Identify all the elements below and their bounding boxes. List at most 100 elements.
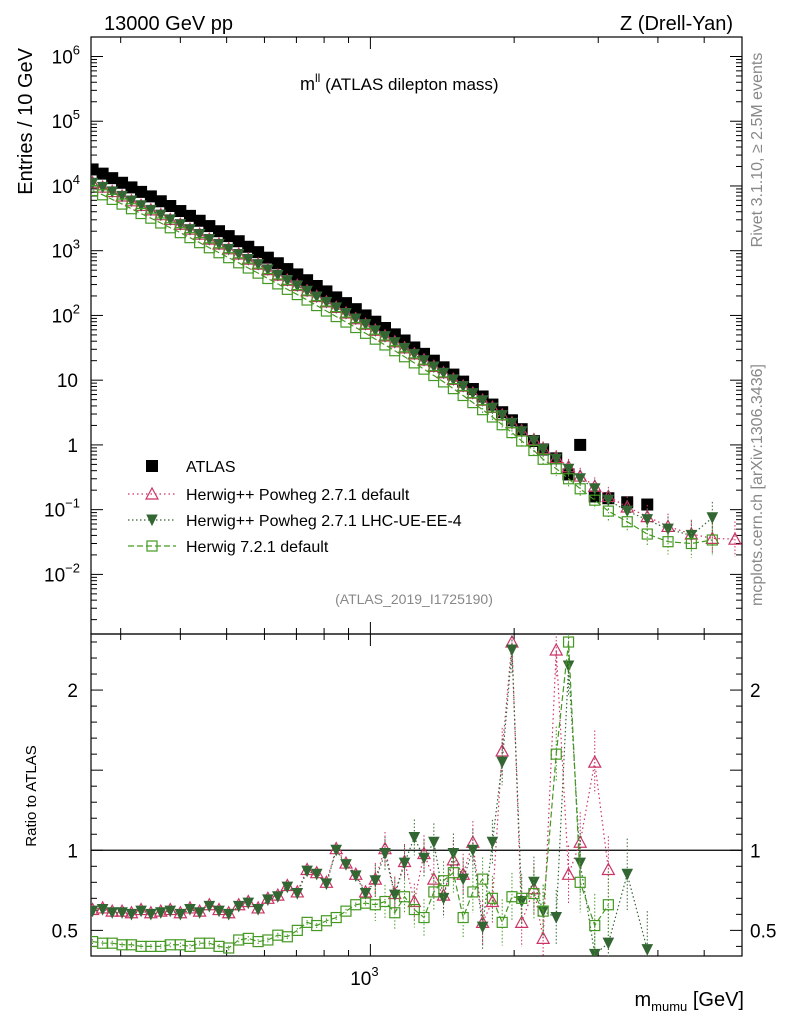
data-point [272, 269, 284, 282]
data-point [574, 438, 587, 451]
data-point [641, 514, 654, 526]
data-point [222, 243, 235, 256]
top-y-tick-label: 104 [52, 172, 80, 198]
ratio-point [550, 748, 562, 760]
data-point [457, 380, 469, 393]
ratio-plot-frame [90, 633, 743, 957]
ratio-point [154, 907, 167, 919]
data-point [213, 238, 225, 251]
source-label: mcplots.cern.ch [arXiv:1306.3436] [749, 364, 766, 606]
ratio-plot-series [91, 634, 654, 956]
ratio-point [528, 887, 540, 900]
ratio-point [602, 899, 614, 911]
legend-marker [146, 514, 158, 527]
ratio-point [125, 908, 138, 921]
data-point [641, 528, 653, 540]
data-point [116, 176, 129, 189]
data-point [467, 397, 479, 409]
legend: ATLAS Herwig++ Powheg 2.7.1 default Herwig… [128, 459, 462, 556]
data-point [506, 417, 518, 430]
data-point [398, 351, 411, 363]
data-point [330, 302, 342, 314]
data-point [706, 534, 718, 546]
data-point [562, 473, 575, 485]
data-point [477, 404, 489, 416]
data-point [418, 363, 430, 375]
data-point [562, 463, 575, 476]
data-point [447, 374, 460, 387]
data-point [662, 536, 674, 548]
data-point [537, 443, 549, 456]
data-point [408, 357, 420, 369]
ratio-point [588, 948, 601, 956]
rivet-version-label: Rivet 3.1.10, ≥ 2.5M events [749, 53, 766, 248]
legend-label: Herwig++ Powheg 2.7.1 LHC-UE-EE-4 [186, 513, 462, 530]
data-point [310, 279, 323, 292]
ratio-point [203, 900, 216, 913]
analysis-id-label: (ATLAS_2019_I1725190) [335, 591, 493, 607]
plot-title: mll (ATLAS dilepton mass) [300, 71, 499, 94]
data-point [242, 254, 255, 266]
legend-marker [144, 486, 160, 500]
data-point [408, 348, 421, 361]
ratio-point [457, 873, 469, 886]
ratio-point [135, 905, 147, 918]
data-point [144, 190, 157, 203]
data-point [705, 531, 720, 544]
ratio-y-tick-label: 2 [67, 681, 78, 702]
data-point [486, 402, 499, 415]
ratio-point [496, 916, 508, 928]
x-axis-label: mmumu [GeV] [635, 989, 745, 1014]
top-y-tick-label: 105 [52, 107, 80, 133]
ratio-point [389, 907, 401, 919]
ratio-point [602, 937, 615, 950]
data-point [379, 339, 391, 351]
ratio-point [379, 847, 391, 860]
ratio-point [621, 868, 634, 881]
ratio-point [446, 852, 461, 866]
ratio-point [587, 754, 602, 768]
ratio-point [477, 873, 489, 885]
data-point [91, 163, 99, 176]
data-point [428, 369, 440, 382]
series-line [92, 182, 713, 537]
data-point [339, 297, 352, 310]
data-point [685, 537, 697, 550]
ratio-point [232, 900, 245, 913]
ratio-point [145, 908, 157, 921]
data-point [154, 209, 167, 222]
data-point [271, 257, 284, 270]
ratio-y-tick-label-right: 0.5 [750, 921, 776, 942]
data-point [641, 498, 654, 511]
data-point [359, 327, 372, 339]
data-point [550, 463, 562, 475]
data-point [183, 209, 196, 222]
data-point [222, 230, 235, 243]
ratio-point [536, 931, 551, 944]
top-y-tick-label: 10−2 [44, 560, 80, 586]
ratio-point [589, 919, 601, 932]
ratio-line [92, 641, 609, 939]
data-point [349, 303, 362, 316]
data-point [301, 274, 314, 287]
top-y-tick-label: 102 [52, 301, 80, 327]
legend-marker [146, 460, 158, 472]
ratio-point [467, 844, 479, 857]
top-y-tick-label: 1 [67, 436, 78, 457]
data-point [537, 453, 549, 465]
data-point [528, 435, 540, 448]
data-point [588, 490, 601, 503]
data-point [213, 225, 226, 238]
ratio-point [193, 907, 206, 919]
ratio-point [549, 642, 564, 656]
data-point [349, 313, 362, 326]
ratio-point [252, 904, 264, 916]
ratio-point [447, 867, 459, 879]
ratio-point [174, 908, 187, 921]
ratio-point [281, 881, 294, 894]
ratio-series-1 [91, 634, 654, 956]
top-y-tick-label: 103 [52, 237, 80, 263]
data-point [506, 426, 518, 439]
data-point [174, 219, 187, 231]
